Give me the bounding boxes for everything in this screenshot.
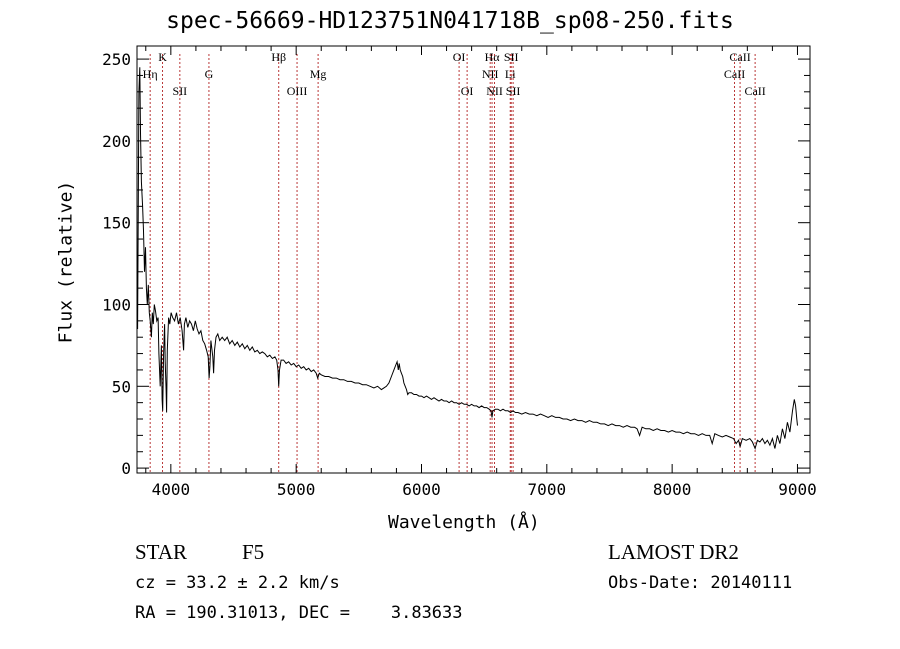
x-tick-label: 9000 xyxy=(778,480,817,499)
x-axis-label: Wavelength (Å) xyxy=(388,512,540,533)
x-tick-label: 7000 xyxy=(528,480,567,499)
line-marker-label: Hη xyxy=(143,67,158,81)
line-marker-label: Hα xyxy=(485,50,501,64)
line-marker-label: K xyxy=(158,50,167,64)
x-tick-label: 5000 xyxy=(277,480,316,499)
obs-date: Obs-Date: 20140111 xyxy=(608,573,793,593)
y-tick-label: 50 xyxy=(112,377,131,396)
line-marker-label: NII xyxy=(486,84,503,98)
spectrum-line xyxy=(137,67,798,451)
line-marker-labels: HηKSIIGHβOIIIMgOIOINIIHαNIISIILiSIICaIIC… xyxy=(143,50,766,98)
line-marker-label: SII xyxy=(506,84,521,98)
line-marker-label: OI xyxy=(453,50,466,64)
line-marker-label: SII xyxy=(504,50,519,64)
object-class: STAR xyxy=(135,540,187,564)
line-marker-label: NII xyxy=(482,67,499,81)
y-tick-label: 200 xyxy=(102,132,131,151)
line-marker-label: Mg xyxy=(310,67,327,81)
x-tick-label: 8000 xyxy=(653,480,692,499)
line-marker-label: CaII xyxy=(744,84,765,98)
line-marker-label: Hβ xyxy=(271,50,286,64)
survey-name: LAMOST DR2 xyxy=(608,540,739,564)
line-marker-label: SII xyxy=(173,84,188,98)
y-axis-label: Flux (relative) xyxy=(55,180,77,344)
line-marker-label: Li xyxy=(505,67,516,81)
y-tick-label: 150 xyxy=(102,214,131,233)
y-axis: 0 50 100 150 200 250 xyxy=(102,50,810,478)
coordinates: RA = 190.31013, DEC = 3.83633 xyxy=(135,603,463,623)
line-marker-label: OI xyxy=(461,84,474,98)
line-markers xyxy=(149,54,756,473)
line-marker-label: OIII xyxy=(287,84,308,98)
x-axis: 4000 5000 6000 7000 8000 9000 xyxy=(145,46,817,499)
x-tick-label: 6000 xyxy=(402,480,441,499)
x-tick-label: 4000 xyxy=(152,480,191,499)
line-marker-label: CaII xyxy=(724,67,745,81)
redshift-text: cz = 33.2 ± 2.2 km/s xyxy=(135,573,340,593)
line-marker-label: G xyxy=(205,67,214,81)
plot-frame xyxy=(136,45,811,474)
line-marker-label: CaII xyxy=(729,50,750,64)
chart-title: spec-56669-HD123751N041718B_sp08-250.fit… xyxy=(166,8,734,34)
object-subclass: F5 xyxy=(242,540,265,564)
y-tick-label: 0 xyxy=(121,459,131,478)
y-tick-label: 100 xyxy=(102,295,131,314)
y-tick-label: 250 xyxy=(102,50,131,69)
